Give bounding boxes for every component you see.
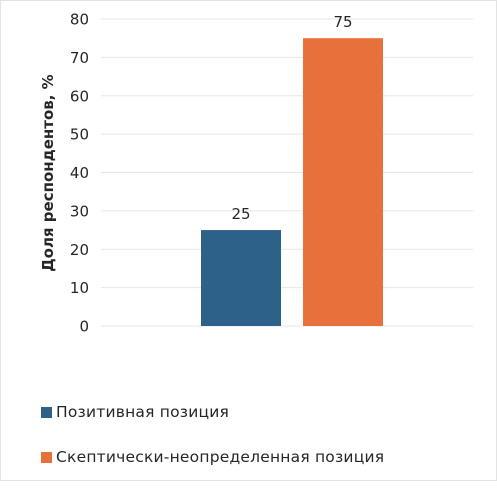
y-tick-label-0: 0 (79, 318, 89, 336)
y-tick-label-80: 80 (70, 11, 89, 29)
y-tick-label-20: 20 (70, 241, 89, 259)
y-tick-label-60: 60 (70, 87, 89, 105)
legend-item-skeptical: Скептически-неопределенная позиция (41, 446, 384, 468)
legend: Позитивная позиция Скептически-неопредел… (41, 401, 384, 491)
legend-swatch-skeptical (41, 451, 52, 463)
y-tick-label-50: 50 (70, 126, 89, 144)
y-tick-label-40: 40 (70, 164, 89, 182)
bar-chart: 0 10 20 30 40 50 60 70 80 25 75 Доля респондентов… (39, 11, 473, 336)
legend-label-positive: Позитивная позиция (56, 403, 230, 421)
bar-positive (201, 230, 281, 326)
data-label-skeptical: 75 (333, 13, 352, 31)
data-label-positive: 25 (231, 205, 250, 223)
y-tick-label-30: 30 (70, 202, 89, 220)
y-tick-label-70: 70 (70, 49, 89, 67)
chart-frame: 0 10 20 30 40 50 60 70 80 25 75 Доля респондентов… (0, 0, 497, 481)
y-axis-title: Доля респондентов, % (39, 74, 57, 271)
bar-skeptical (303, 38, 383, 326)
y-tick-label-10: 10 (70, 279, 89, 297)
legend-label-skeptical: Скептически-неопределенная позиция (56, 448, 385, 466)
legend-item-positive: Позитивная позиция (41, 401, 384, 423)
legend-swatch-positive (41, 406, 52, 418)
